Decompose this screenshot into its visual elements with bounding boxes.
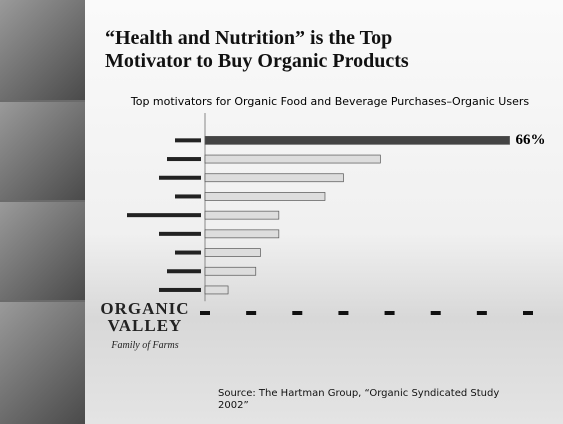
tick-mark	[385, 311, 395, 315]
tick-mark	[338, 311, 348, 315]
slide: “Health and Nutrition” is the Top Motiva…	[0, 0, 563, 424]
illegible-label	[127, 213, 201, 217]
tick-mark	[200, 311, 210, 315]
bar	[205, 249, 260, 257]
tick-mark	[246, 311, 256, 315]
tick-mark	[292, 311, 302, 315]
illegible-label	[175, 251, 201, 255]
bar	[205, 286, 228, 294]
tick-mark	[523, 311, 533, 315]
bar	[205, 155, 380, 163]
chart-subtitle: Top motivators for Organic Food and Beve…	[130, 95, 530, 108]
tick-mark	[431, 311, 441, 315]
value-label: 66%	[516, 132, 546, 148]
illegible-label	[159, 288, 201, 292]
illegible-label	[167, 269, 201, 273]
illegible-label	[175, 138, 201, 142]
bar	[205, 192, 325, 200]
bar	[205, 267, 256, 275]
illegible-label	[175, 194, 201, 198]
bar	[205, 136, 510, 144]
bar	[205, 211, 279, 219]
illegible-label	[167, 157, 201, 161]
tick-mark	[477, 311, 487, 315]
bar	[205, 230, 279, 238]
illegible-label	[159, 232, 201, 236]
chart: Top motivators for Organic Food and Beve…	[0, 0, 563, 424]
illegible-label	[159, 176, 201, 180]
bar	[205, 174, 343, 182]
